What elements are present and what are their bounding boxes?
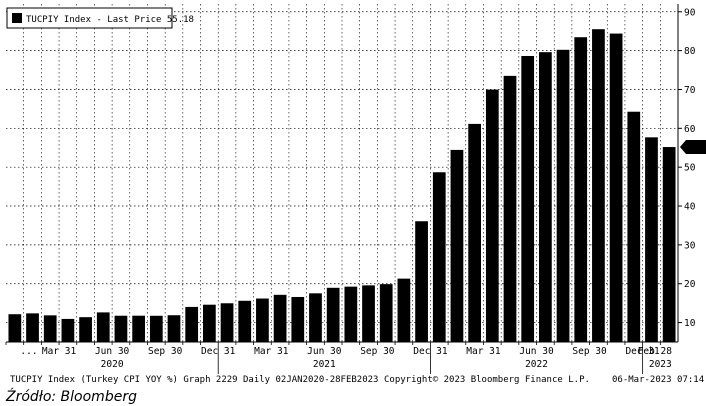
bar xyxy=(397,278,411,342)
y-tick-label: 60 xyxy=(684,124,696,135)
bar xyxy=(220,303,234,342)
bar xyxy=(132,315,145,342)
footer-left: TUCPIY Index (Turkey CPI YOY %) Graph 22… xyxy=(10,375,378,385)
y-tick-label: 80 xyxy=(684,46,696,57)
source-caption: Źródło: Bloomberg xyxy=(6,389,137,405)
bar xyxy=(309,293,322,342)
x-axis: ... Mar 31 Jun 30 Sep 30 Dec 31 Mar 31 Jun 30 S… xyxy=(5,341,678,374)
footer-right: 06-Mar-2023 07:14:42 xyxy=(612,375,706,385)
x-tick-label: Jun 30 xyxy=(307,346,342,357)
y-tick-label: 70 xyxy=(684,85,696,96)
bar xyxy=(468,123,481,342)
bar xyxy=(450,149,464,342)
bar xyxy=(379,284,393,342)
x-tick-label: Mar 31 xyxy=(42,346,77,357)
x-tick-label: Mar 31 xyxy=(466,346,501,357)
y-tick-label: 10 xyxy=(684,318,696,329)
bar xyxy=(521,55,535,343)
y-tick-label: 30 xyxy=(684,240,696,251)
bar xyxy=(432,172,446,342)
bar xyxy=(96,312,110,342)
x-tick-label: Feb 28 xyxy=(638,346,673,357)
bar xyxy=(61,318,75,342)
bar xyxy=(362,285,375,342)
last-price-value: 55.18 xyxy=(687,143,706,154)
x-year-label: 2021 xyxy=(313,359,336,370)
bar xyxy=(662,147,676,342)
x-tick-label: Sep 30 xyxy=(360,346,395,357)
bar xyxy=(503,75,517,342)
footer-center: Copyright© 2023 Bloomberg Finance L.P. xyxy=(384,375,590,385)
bar xyxy=(185,306,199,342)
bar xyxy=(574,37,588,342)
bar xyxy=(609,33,623,343)
bar xyxy=(291,296,305,342)
bar-series xyxy=(8,29,676,343)
bar xyxy=(326,287,340,342)
bar xyxy=(485,89,499,342)
bar xyxy=(114,315,128,342)
bar xyxy=(238,300,252,342)
bar xyxy=(556,49,570,342)
grid-lines xyxy=(6,4,678,342)
y-tick-label: 20 xyxy=(684,279,696,290)
bar xyxy=(203,304,216,342)
bar xyxy=(26,313,39,342)
bloomberg-bar-chart: 10 20 30 40 50 60 70 80 90 ... Mar 31 Jun 30 Sep 30… xyxy=(5,4,706,385)
bar xyxy=(8,314,22,342)
y-tick-label: 50 xyxy=(684,163,696,174)
y-tick-label: 40 xyxy=(684,202,696,213)
bar xyxy=(273,294,287,342)
legend: TUCPIY Index - Last Price 55.18 xyxy=(6,7,194,29)
bar xyxy=(627,111,641,343)
bar xyxy=(167,315,181,342)
bar xyxy=(256,298,269,342)
x-year-label: 2023 xyxy=(649,359,672,370)
x-tick-label: Jun 30 xyxy=(95,346,130,357)
legend-label: TUCPIY Index - Last Price 55.18 xyxy=(26,15,194,25)
bar xyxy=(415,221,428,342)
x-tick-label: Mar 31 xyxy=(254,346,289,357)
x-year-label: 2022 xyxy=(525,359,548,370)
x-tick-label: Jun 30 xyxy=(519,346,554,357)
bar xyxy=(592,29,605,343)
x-tick-label: Sep 30 xyxy=(572,346,607,357)
bar xyxy=(539,52,552,342)
y-axis: 10 20 30 40 50 60 70 80 90 xyxy=(677,4,696,342)
bar xyxy=(149,315,163,342)
bar xyxy=(645,137,658,342)
x-tick-label: Sep 30 xyxy=(148,346,183,357)
x-year-label: 2020 xyxy=(101,359,124,370)
y-tick-label: 90 xyxy=(684,7,696,18)
bar xyxy=(79,317,92,342)
bar xyxy=(344,286,358,342)
x-tick-label: ... xyxy=(20,346,37,357)
last-price-badge: 55.18 xyxy=(680,140,706,155)
bar xyxy=(43,315,57,342)
